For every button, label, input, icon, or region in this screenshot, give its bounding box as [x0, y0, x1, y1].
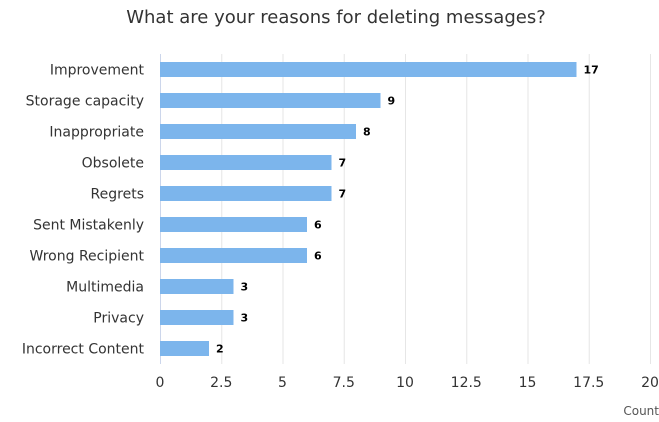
category-label: Multimedia: [66, 280, 144, 296]
data-label: 6: [314, 219, 322, 232]
category-label: Improvement: [50, 63, 145, 79]
x-axis-title: Count: [623, 404, 659, 418]
bar: [160, 186, 332, 201]
x-tick-label: 12.5: [451, 375, 482, 391]
category-label: Privacy: [93, 311, 144, 327]
bar: [160, 217, 307, 232]
category-label: Obsolete: [82, 156, 144, 172]
category-label: Wrong Recipient: [30, 249, 145, 265]
bar: [160, 155, 332, 170]
category-label: Regrets: [91, 187, 144, 203]
bar: [160, 62, 577, 77]
x-tick-label: 20: [641, 375, 659, 391]
bar: [160, 279, 234, 294]
data-label: 6: [314, 250, 322, 263]
data-label: 7: [339, 157, 347, 170]
category-labels: Improvement Storage capacity Inappropriate…: [22, 63, 145, 358]
x-tick-label: 5: [278, 375, 287, 391]
x-tick-label: 2.5: [210, 375, 232, 391]
category-label: Inappropriate: [49, 125, 144, 141]
bar: [160, 248, 307, 263]
data-label: 2: [216, 343, 224, 356]
bar: [160, 310, 234, 325]
bar: [160, 93, 381, 108]
data-labels: 17 9 8 7 7 6 6 3 3 2: [216, 64, 599, 356]
x-tick-label: 15: [519, 375, 537, 391]
chart-title: What are your reasons for deleting messa…: [126, 7, 546, 28]
bar: [160, 124, 356, 139]
x-tick-label: 7.5: [333, 375, 355, 391]
bars: [160, 62, 577, 356]
x-axis-ticks: 0 2.5 5 7.5 10 12.5 15 17.5 20: [156, 375, 659, 391]
data-label: 17: [584, 64, 599, 77]
data-label: 3: [241, 281, 249, 294]
category-label: Storage capacity: [26, 94, 144, 110]
x-tick-label: 10: [396, 375, 414, 391]
data-label: 7: [339, 188, 347, 201]
data-label: 9: [388, 95, 396, 108]
x-tick-label: 0: [156, 375, 165, 391]
data-label: 8: [363, 126, 371, 139]
data-label: 3: [241, 312, 249, 325]
category-label: Incorrect Content: [22, 342, 145, 358]
bar: [160, 341, 209, 356]
x-tick-label: 17.5: [573, 375, 604, 391]
category-label: Sent Mistakenly: [33, 218, 144, 234]
